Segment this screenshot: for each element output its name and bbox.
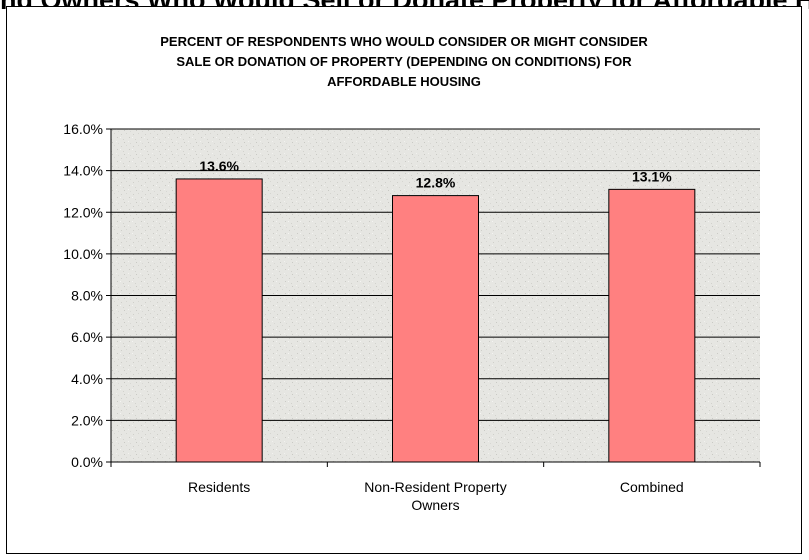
data-label: 12.8%: [416, 175, 456, 191]
y-tick-label: 10.0%: [63, 246, 103, 262]
axes: [106, 128, 761, 467]
data-labels: 13.6% 12.8% 13.1%: [199, 158, 672, 191]
bars: [175, 178, 696, 463]
x-tick-label: Non-Resident Property: [364, 479, 506, 495]
y-tick-label: 4.0%: [71, 371, 103, 387]
x-tick-label: Owners: [411, 497, 459, 513]
bar: [392, 195, 479, 463]
chart-title: PERCENT OF RESPONDENTS WHO WOULD CONSIDE…: [160, 34, 648, 89]
data-label: 13.1%: [632, 168, 672, 184]
y-tick-label: 14.0%: [63, 163, 103, 179]
y-tick-label: 16.0%: [63, 121, 103, 137]
bar: [608, 188, 696, 463]
y-tick-label: 0.0%: [71, 454, 103, 470]
y-tick-label: 6.0%: [71, 329, 103, 345]
y-tick-label: 12.0%: [63, 204, 103, 220]
bar: [175, 178, 263, 463]
x-tick-label: Residents: [188, 479, 250, 495]
y-axis-tick-labels: 0.0% 2.0% 4.0% 6.0% 8.0% 10.0% 12.0% 14.0% 16.0%: [63, 121, 103, 470]
y-tick-label: 2.0%: [71, 412, 103, 428]
chart-title-line: SALE OR DONATION OF PROPERTY (DEPENDING …: [176, 54, 632, 69]
chart-title-line: PERCENT OF RESPONDENTS WHO WOULD CONSIDE…: [160, 34, 648, 49]
data-label: 13.6%: [199, 158, 239, 174]
chart-title-line: AFFORDABLE HOUSING: [327, 74, 481, 89]
y-tick-label: 8.0%: [71, 288, 103, 304]
x-axis-tick-labels: Residents Non-Resident Property Owners Comb…: [188, 479, 684, 513]
x-tick-label: Combined: [620, 479, 684, 495]
